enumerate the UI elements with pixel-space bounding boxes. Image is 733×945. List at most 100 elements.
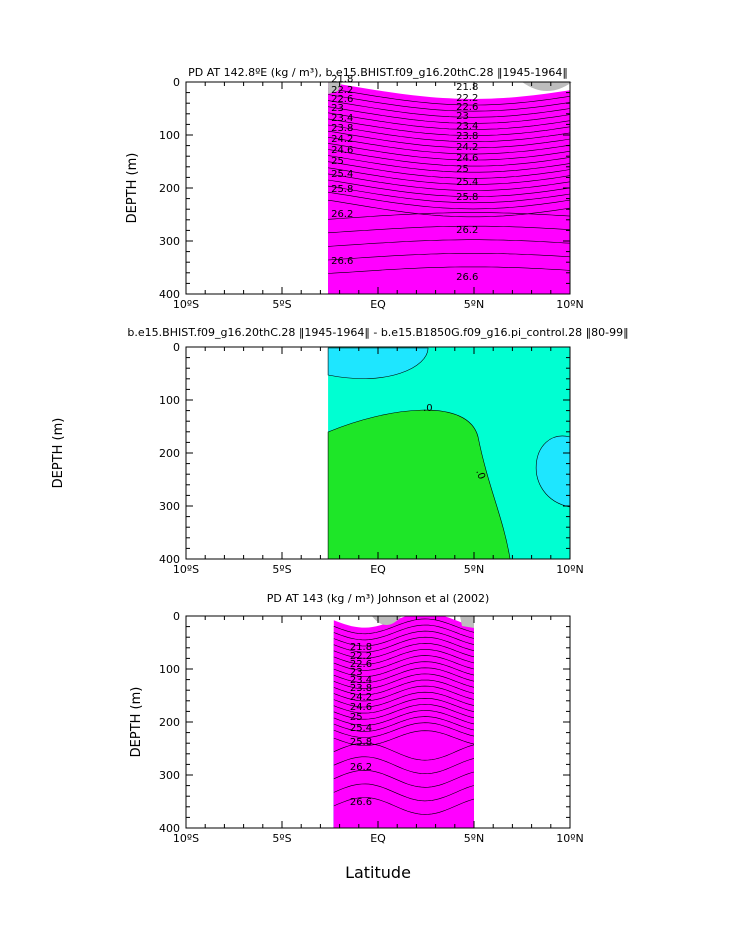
x-tick-label: 10ºS xyxy=(173,563,199,576)
positive-region xyxy=(327,409,511,560)
contour-line xyxy=(328,130,570,149)
contour-line xyxy=(333,649,474,665)
contour-line xyxy=(328,100,570,118)
x-axis-label: Latitude xyxy=(345,863,411,882)
contour-label: 25 xyxy=(350,712,363,723)
contour-label: .0 xyxy=(473,468,487,481)
contour-label: 23.4 xyxy=(456,121,478,132)
y-tick-label: 200 xyxy=(159,716,180,729)
x-tick-label: 5ºS xyxy=(272,298,291,311)
y-tick-label: 0 xyxy=(173,341,180,354)
contour-label: 22.6 xyxy=(350,659,372,670)
contour-label: 26.6 xyxy=(456,272,478,283)
contour-label: 24.6 xyxy=(350,702,372,713)
panel-3-ylabel: DEPTH (m) xyxy=(129,687,144,758)
contour-label: 25.4 xyxy=(350,723,372,734)
panel-1-ylabel: DEPTH (m) xyxy=(125,153,140,224)
contour-label: 24.2 xyxy=(456,142,478,153)
density-field xyxy=(333,616,474,828)
x-tick-label: 5ºS xyxy=(272,832,291,845)
contour-line xyxy=(328,88,570,106)
contour-line xyxy=(328,161,570,179)
contour-line xyxy=(333,630,474,647)
contour-line xyxy=(333,642,474,659)
contour-line xyxy=(333,756,474,775)
panel-1-x-ticks: 10ºS 5ºS EQ 5ºN 10ºN xyxy=(173,82,584,311)
contour-line xyxy=(333,797,474,815)
panel-2-plot: .0 .0 xyxy=(327,347,571,560)
contour-line xyxy=(328,155,570,173)
panel-2-title: b.e15.BHIST.f09_g16.20thC.28 ‖1945-1964‖… xyxy=(127,326,628,339)
density-band xyxy=(333,616,474,828)
contour-label: 22.2 xyxy=(331,85,353,96)
contour-label: 24.6 xyxy=(331,145,353,156)
x-tick-label: 10ºN xyxy=(556,563,583,576)
y-tick-label: 300 xyxy=(159,769,180,782)
contour-label: 21.8 xyxy=(331,74,353,85)
contour-line xyxy=(333,679,474,696)
contour-label: 25.4 xyxy=(456,177,478,188)
y-tick-label: 300 xyxy=(159,235,180,248)
y-tick-label: 0 xyxy=(173,610,180,623)
contour-label: 21.8 xyxy=(350,642,372,653)
contour-line xyxy=(328,167,570,185)
negative-region xyxy=(327,347,429,379)
contour-label: 24.2 xyxy=(331,134,353,145)
contour-line xyxy=(328,199,570,218)
contour-label: 23.4 xyxy=(350,675,372,686)
contour-line xyxy=(328,173,570,191)
contour-line xyxy=(333,730,474,746)
contour-label: 23 xyxy=(331,103,344,114)
contour-label: 25.8 xyxy=(350,737,372,748)
contour-line xyxy=(333,624,474,641)
y-tick-label: 400 xyxy=(159,553,180,566)
contour-line xyxy=(333,661,474,677)
x-tick-label: 10ºS xyxy=(173,298,199,311)
panel-2-ylabel: DEPTH (m) xyxy=(51,418,66,489)
y-tick-label: 200 xyxy=(159,182,180,195)
contour-line xyxy=(328,179,570,197)
contour-label: 25.4 xyxy=(331,169,353,180)
contour-line xyxy=(333,618,474,635)
contour-line xyxy=(328,266,570,274)
y-tick-label: 400 xyxy=(159,822,180,835)
contour-line xyxy=(328,112,570,130)
contour-label: 24.2 xyxy=(350,692,372,703)
contour-line xyxy=(333,783,474,802)
contour-line xyxy=(333,722,474,738)
panel-2-x-ticks: 10ºS 5ºS EQ 5ºN 10ºN xyxy=(173,347,584,576)
contour-label: 23.8 xyxy=(456,131,478,142)
x-tick-label: 10ºN xyxy=(556,832,583,845)
contour-line xyxy=(333,710,474,726)
contour-label: 21.8 xyxy=(456,82,478,93)
contour-line xyxy=(333,704,474,720)
contour-label: 26.2 xyxy=(331,209,353,220)
contour-label: 23 xyxy=(456,111,469,122)
density-band xyxy=(328,82,570,294)
density-field xyxy=(328,82,570,294)
contour-label: 23.4 xyxy=(331,113,353,124)
panel-3: PD AT 143 (kg / m³) Johnson et al (2002)… xyxy=(129,592,584,845)
contour-label: 23.8 xyxy=(331,123,353,134)
x-tick-label: 10ºS xyxy=(173,832,199,845)
negative-region xyxy=(535,435,571,508)
contour-line xyxy=(328,94,570,112)
y-tick-label: 0 xyxy=(173,76,180,89)
contour-line xyxy=(333,742,474,761)
contour-line xyxy=(333,673,474,689)
contour-line xyxy=(333,685,474,702)
contour-label: .0 xyxy=(423,403,433,414)
panel-1-y-ticks: 0 100 200 300 400 xyxy=(159,76,570,301)
contour-line xyxy=(328,225,570,234)
contour-line xyxy=(333,769,474,788)
contour-label: 22.6 xyxy=(331,94,353,105)
contour-line xyxy=(328,185,570,204)
panel-3-y-ticks: 0 100 200 300 400 xyxy=(159,610,570,835)
panel-3-x-ticks: 10ºS 5ºS EQ 5ºN 10ºN xyxy=(173,616,584,845)
contour-label: 26.6 xyxy=(331,256,353,267)
y-tick-label: 200 xyxy=(159,447,180,460)
contour-label: 26.2 xyxy=(456,225,478,236)
contour-label: 23.8 xyxy=(350,683,372,694)
